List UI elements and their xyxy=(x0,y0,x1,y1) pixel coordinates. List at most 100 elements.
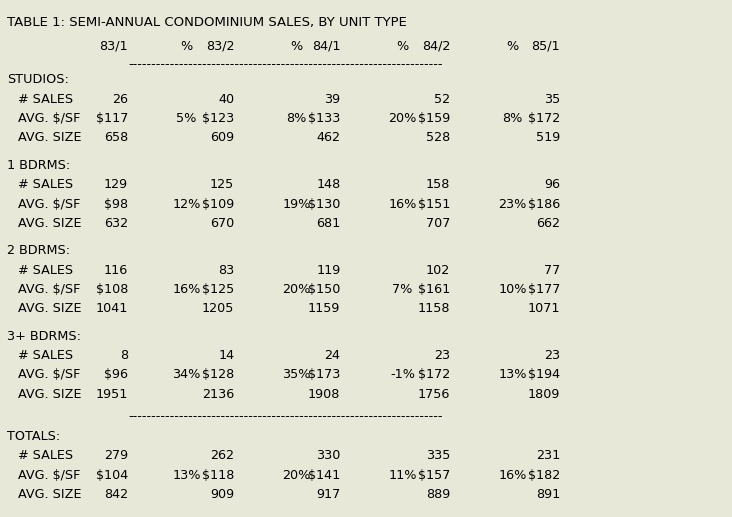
Text: 20%: 20% xyxy=(283,469,310,482)
Text: %: % xyxy=(181,40,193,53)
Text: -1%: -1% xyxy=(390,369,415,382)
Text: AVG. SIZE: AVG. SIZE xyxy=(18,302,82,315)
Text: 609: 609 xyxy=(210,131,234,144)
Text: 262: 262 xyxy=(210,449,234,462)
Text: 891: 891 xyxy=(536,488,560,501)
Text: 1908: 1908 xyxy=(308,388,340,401)
Text: 19%: 19% xyxy=(283,197,310,210)
Text: # SALES: # SALES xyxy=(18,178,73,191)
Text: 519: 519 xyxy=(536,131,560,144)
Text: 158: 158 xyxy=(426,178,450,191)
Text: $173: $173 xyxy=(308,369,340,382)
Text: 917: 917 xyxy=(316,488,340,501)
Text: 40: 40 xyxy=(218,93,234,105)
Text: 670: 670 xyxy=(210,217,234,230)
Text: 84/2: 84/2 xyxy=(422,40,450,53)
Text: $186: $186 xyxy=(528,197,560,210)
Text: 5%: 5% xyxy=(176,112,197,125)
Text: # SALES: # SALES xyxy=(18,93,73,105)
Text: $117: $117 xyxy=(96,112,128,125)
Text: 35: 35 xyxy=(544,93,560,105)
Text: AVG. SIZE: AVG. SIZE xyxy=(18,217,82,230)
Text: 52: 52 xyxy=(434,93,450,105)
Text: %: % xyxy=(291,40,302,53)
Text: TABLE 1: SEMI-ANNUAL CONDOMINIUM SALES, BY UNIT TYPE: TABLE 1: SEMI-ANNUAL CONDOMINIUM SALES, … xyxy=(7,16,407,28)
Text: 96: 96 xyxy=(544,178,560,191)
Text: 1951: 1951 xyxy=(96,388,128,401)
Text: STUDIOS:: STUDIOS: xyxy=(7,73,70,86)
Text: 1159: 1159 xyxy=(308,302,340,315)
Text: 1205: 1205 xyxy=(202,302,234,315)
Text: # SALES: # SALES xyxy=(18,449,73,462)
Text: 528: 528 xyxy=(426,131,450,144)
Text: 1158: 1158 xyxy=(418,302,450,315)
Text: AVG. SIZE: AVG. SIZE xyxy=(18,488,82,501)
Text: $96: $96 xyxy=(104,369,128,382)
Text: 84/1: 84/1 xyxy=(312,40,340,53)
Text: AVG. $/SF: AVG. $/SF xyxy=(18,197,81,210)
Text: $118: $118 xyxy=(202,469,234,482)
Text: 119: 119 xyxy=(316,264,340,277)
Text: 23: 23 xyxy=(544,349,560,362)
Text: 129: 129 xyxy=(104,178,128,191)
Text: AVG. $/SF: AVG. $/SF xyxy=(18,469,81,482)
Text: 83/2: 83/2 xyxy=(206,40,234,53)
Text: 681: 681 xyxy=(316,217,340,230)
Text: AVG. $/SF: AVG. $/SF xyxy=(18,369,81,382)
Text: $141: $141 xyxy=(308,469,340,482)
Text: 16%: 16% xyxy=(498,469,526,482)
Text: 658: 658 xyxy=(104,131,128,144)
Text: 102: 102 xyxy=(426,264,450,277)
Text: --------------------------------------------------------------------: ----------------------------------------… xyxy=(128,410,443,423)
Text: # SALES: # SALES xyxy=(18,264,73,277)
Text: 12%: 12% xyxy=(173,197,201,210)
Text: 8%: 8% xyxy=(286,112,307,125)
Text: $182: $182 xyxy=(528,469,560,482)
Text: $133: $133 xyxy=(308,112,340,125)
Text: 148: 148 xyxy=(316,178,340,191)
Text: $194: $194 xyxy=(528,369,560,382)
Text: 11%: 11% xyxy=(389,469,417,482)
Text: 1756: 1756 xyxy=(418,388,450,401)
Text: 83/1: 83/1 xyxy=(100,40,128,53)
Text: 3+ BDRMS:: 3+ BDRMS: xyxy=(7,330,81,343)
Text: 330: 330 xyxy=(316,449,340,462)
Text: --------------------------------------------------------------------: ----------------------------------------… xyxy=(128,58,443,71)
Text: 335: 335 xyxy=(426,449,450,462)
Text: 10%: 10% xyxy=(498,283,526,296)
Text: AVG. $/SF: AVG. $/SF xyxy=(18,283,81,296)
Text: $123: $123 xyxy=(202,112,234,125)
Text: 8: 8 xyxy=(120,349,128,362)
Text: 632: 632 xyxy=(104,217,128,230)
Text: $125: $125 xyxy=(202,283,234,296)
Text: %: % xyxy=(397,40,408,53)
Text: 24: 24 xyxy=(324,349,340,362)
Text: TOTALS:: TOTALS: xyxy=(7,430,61,443)
Text: $151: $151 xyxy=(418,197,450,210)
Text: $172: $172 xyxy=(528,112,560,125)
Text: $159: $159 xyxy=(418,112,450,125)
Text: 279: 279 xyxy=(104,449,128,462)
Text: 231: 231 xyxy=(536,449,560,462)
Text: 35%: 35% xyxy=(283,369,310,382)
Text: 85/1: 85/1 xyxy=(531,40,560,53)
Text: 23%: 23% xyxy=(498,197,526,210)
Text: 1809: 1809 xyxy=(528,388,560,401)
Text: 2136: 2136 xyxy=(202,388,234,401)
Text: 39: 39 xyxy=(324,93,340,105)
Text: $109: $109 xyxy=(202,197,234,210)
Text: $108: $108 xyxy=(96,283,128,296)
Text: 707: 707 xyxy=(426,217,450,230)
Text: $177: $177 xyxy=(528,283,560,296)
Text: 23: 23 xyxy=(434,349,450,362)
Text: 116: 116 xyxy=(104,264,128,277)
Text: AVG. SIZE: AVG. SIZE xyxy=(18,388,82,401)
Text: $130: $130 xyxy=(308,197,340,210)
Text: 34%: 34% xyxy=(173,369,201,382)
Text: $128: $128 xyxy=(202,369,234,382)
Text: 1 BDRMS:: 1 BDRMS: xyxy=(7,159,70,172)
Text: 462: 462 xyxy=(316,131,340,144)
Text: 13%: 13% xyxy=(173,469,201,482)
Text: 662: 662 xyxy=(536,217,560,230)
Text: 14: 14 xyxy=(218,349,234,362)
